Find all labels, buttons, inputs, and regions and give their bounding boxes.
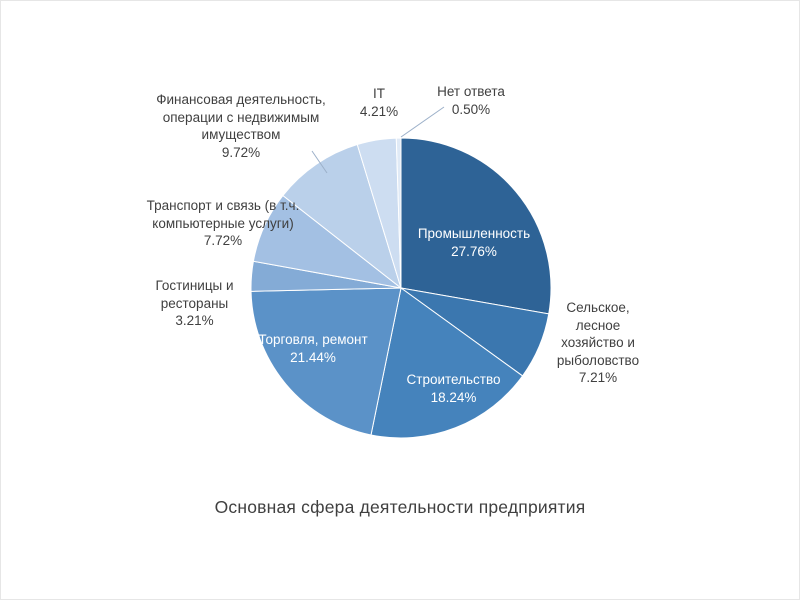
slice-pct: 18.24% <box>430 389 477 405</box>
chart-title: Основная сфера деятельности предприятия <box>214 497 586 517</box>
slice-label-agriculture: Сельское, лесное хозяйство и рыболовство… <box>548 299 648 387</box>
slice-label-no-answer: Нет ответа 0.50% <box>425 83 517 118</box>
slice-label-transport: Транспорт и связь (в т.ч. компьютерные у… <box>137 197 309 250</box>
slice-label-text: Гостиницы и рестораны <box>155 278 234 311</box>
pie-slice-6 <box>282 143 402 290</box>
slice-pct: 7.72% <box>203 233 243 249</box>
leader-line-1 <box>311 150 328 174</box>
slice-pct: 3.21% <box>175 313 214 329</box>
slice-label-it: IT 4.21% <box>351 85 407 120</box>
slice-pct: 27.76% <box>451 243 497 259</box>
slice-label-finance: Финансовая деятельность, операции с недв… <box>145 91 337 161</box>
pie-slice-2 <box>370 287 524 439</box>
slice-label-text: Строительство <box>406 372 501 387</box>
pie-slice-8 <box>395 137 402 289</box>
slice-pct: 0.50% <box>451 101 491 117</box>
leader-line-0 <box>400 106 445 138</box>
slice-label-industry: Промышленность 27.76% <box>394 225 554 260</box>
slice-label-text: Финансовая деятельность, операции с недв… <box>156 92 326 143</box>
slice-label-text: Нет ответа <box>437 84 505 99</box>
pie-slice-3 <box>250 287 402 436</box>
pie-slice-0 <box>400 137 552 315</box>
slice-pct: 4.21% <box>359 103 399 119</box>
slice-pct: 9.72% <box>221 144 261 160</box>
slice-pct: 7.21% <box>578 370 618 386</box>
slice-label-text: Сельское, лесное хозяйство и рыболовство <box>556 300 640 368</box>
slice-label-text: Транспорт и связь (в т.ч. компьютерные у… <box>146 198 300 231</box>
slice-label-trade: Торговля, ремонт 21.44% <box>258 331 368 366</box>
slice-label-hotels: Гостиницы и рестораны 3.21% <box>147 277 242 330</box>
slice-label-construction: Строительство 18.24% <box>376 371 531 406</box>
slice-label-text: Промышленность <box>417 226 531 241</box>
slice-pct: 21.44% <box>290 349 336 365</box>
slice-label-text: Торговля, ремонт <box>258 332 368 347</box>
slice-label-text: IT <box>373 86 385 101</box>
